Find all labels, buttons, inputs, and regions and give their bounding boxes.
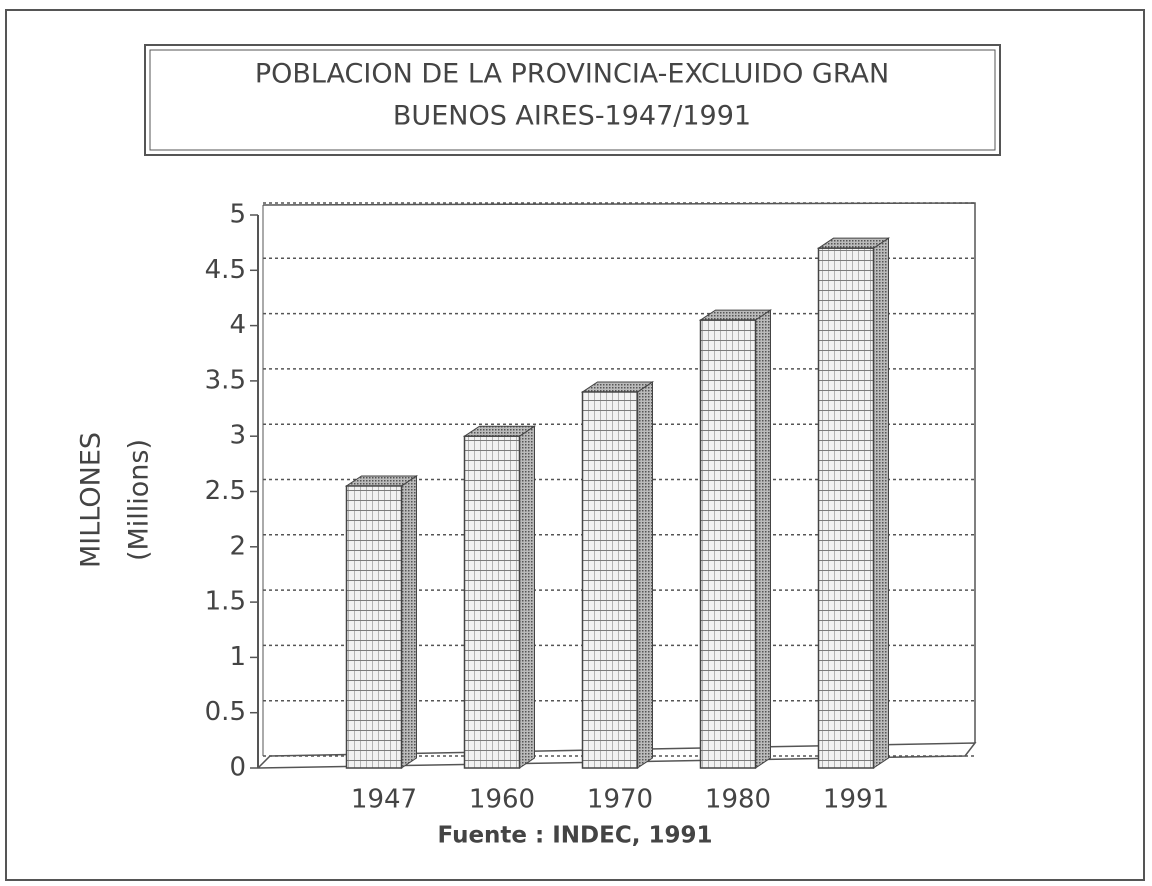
x-tick-label: 1991	[823, 785, 889, 815]
title-box-inner	[149, 49, 996, 151]
bar-side	[519, 425, 535, 769]
x-tick-label: 1947	[351, 785, 417, 815]
y-tick-label: 0	[229, 753, 246, 783]
x-tick-label: 1980	[705, 785, 771, 815]
y-tick-label: 2	[229, 531, 246, 561]
y-tick-label: 5	[229, 200, 246, 230]
y-tick-label: 1.5	[205, 587, 246, 617]
bar	[699, 319, 757, 769]
bar-side	[755, 309, 771, 769]
y-tick-label: 2.5	[205, 476, 246, 506]
y-axis-label: MILLONES	[76, 432, 107, 568]
bar-side	[873, 237, 889, 769]
x-tick-label: 1960	[469, 785, 535, 815]
frame	[5, 9, 1145, 881]
chart-title: POBLACION DE LA PROVINCIA-EXCLUIDO GRAN	[255, 59, 889, 90]
y-tick-label: 4	[229, 310, 246, 340]
y-tick-label: 4.5	[205, 255, 246, 285]
y-tick-label: 1	[229, 642, 246, 672]
y-tick-label: 3.5	[205, 365, 246, 395]
bar	[581, 391, 639, 769]
bar	[345, 485, 403, 769]
source-note: Fuente : INDEC, 1991	[438, 823, 713, 849]
y-tick-label: 3	[229, 421, 246, 451]
x-tick-label: 1970	[587, 785, 653, 815]
bar	[463, 435, 521, 769]
y-axis-label: (Millions)	[124, 439, 155, 561]
chart-title: BUENOS AIRES-1947/1991	[393, 101, 751, 132]
bar-side	[401, 475, 417, 769]
title-box	[144, 44, 1001, 156]
bar-side	[637, 381, 653, 769]
bar	[817, 247, 875, 769]
y-tick-label: 0.5	[205, 697, 246, 727]
